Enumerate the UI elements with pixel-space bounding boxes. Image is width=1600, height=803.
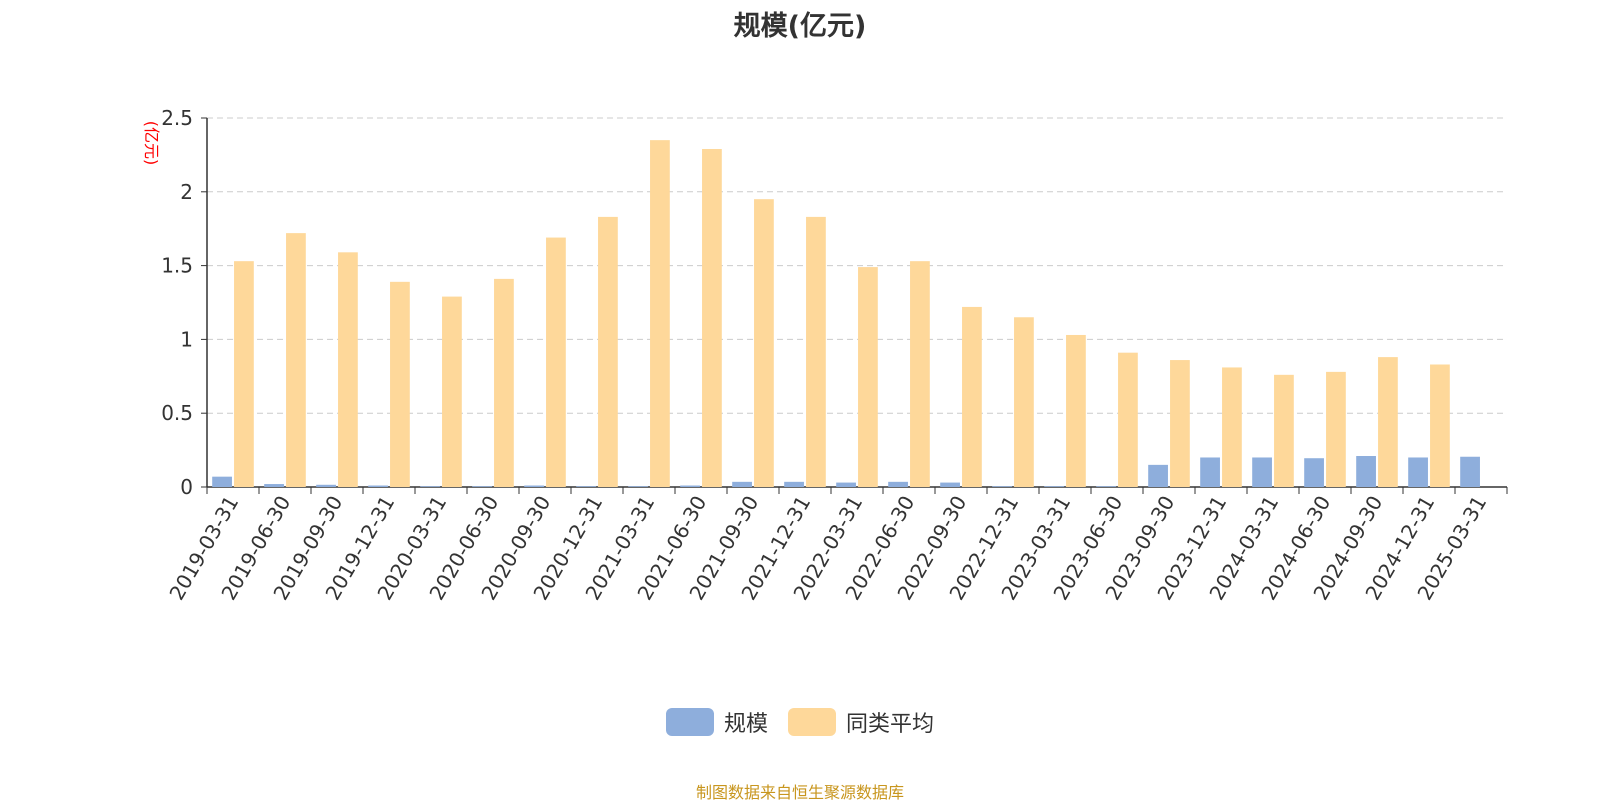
bar-series-1: [732, 481, 752, 487]
bar-series-2: [1014, 317, 1034, 487]
bar-series-1: [1304, 458, 1324, 487]
bar-series-2: [1326, 371, 1346, 487]
bar-series-1: [524, 485, 544, 487]
bars: [212, 140, 1480, 487]
bar-series-2: [910, 261, 930, 487]
bar-series-1: [1200, 457, 1220, 487]
bar-series-2: [494, 278, 514, 487]
bar-series-1: [784, 481, 804, 487]
y-tick-label: 1: [180, 327, 193, 351]
legend-swatch-series-1: [665, 708, 714, 736]
y-tick-label: 2.5: [161, 106, 193, 130]
y-tick-label: 0: [180, 475, 193, 499]
bar-series-1: [472, 486, 492, 487]
legend-swatch-series-2: [788, 708, 836, 736]
legend-label: 同类平均: [846, 712, 935, 737]
legend-label: 规模: [723, 712, 768, 737]
bar-series-2: [754, 199, 774, 487]
y-tick-label: 0.5: [161, 401, 193, 425]
bar-series-2: [442, 296, 462, 487]
bar-series-2: [598, 216, 618, 487]
source-note: 制图数据来自恒生聚源数据库: [695, 783, 904, 802]
bar-series-1: [992, 486, 1012, 487]
bar-series-1: [1252, 457, 1272, 487]
bar-series-1: [680, 485, 700, 487]
bar-series-1: [940, 482, 960, 487]
bar-series-1: [576, 486, 596, 487]
bar-series-1: [368, 485, 388, 487]
bar-series-1: [836, 482, 856, 487]
bar-series-1: [1096, 486, 1116, 487]
legend-item-series-2[interactable]: 同类平均: [788, 706, 934, 738]
bar-series-2: [390, 281, 410, 487]
bar-series-2: [234, 261, 254, 487]
bar-series-2: [1274, 374, 1294, 487]
chart-title: 规模(亿元): [733, 11, 867, 42]
legend: 规模 同类平均: [0, 706, 1600, 738]
bar-series-1: [628, 486, 648, 487]
bar-series-1: [316, 484, 336, 487]
legend-item-series-1[interactable]: 规模: [665, 706, 768, 738]
bar-series-2: [286, 233, 306, 487]
bar-series-2: [650, 140, 670, 487]
bar-series-2: [1066, 334, 1086, 487]
bar-series-1: [420, 486, 440, 487]
bar-series-2: [858, 267, 878, 487]
y-tick-label: 1.5: [161, 254, 193, 278]
bar-series-2: [1430, 364, 1450, 487]
y-axis-label: (亿元): [142, 121, 161, 166]
bar-series-1: [1044, 486, 1064, 487]
y-tick-label: 2: [180, 180, 193, 204]
bar-series-1: [264, 484, 284, 487]
bar-series-1: [1356, 456, 1376, 487]
bar-series-1: [1460, 456, 1480, 487]
bar-series-2: [1118, 352, 1138, 487]
bar-series-2: [1378, 357, 1398, 487]
bar-series-2: [702, 148, 722, 487]
bar-series-2: [546, 237, 566, 487]
bar-series-1: [888, 481, 908, 487]
bar-series-2: [962, 306, 982, 487]
bar-series-2: [1222, 367, 1242, 487]
bar-series-2: [806, 216, 826, 487]
bar-series-1: [1408, 457, 1428, 487]
bar-series-2: [338, 252, 358, 487]
bar-series-2: [1170, 360, 1190, 487]
bar-series-1: [1148, 464, 1168, 487]
bar-series-1: [212, 476, 232, 487]
